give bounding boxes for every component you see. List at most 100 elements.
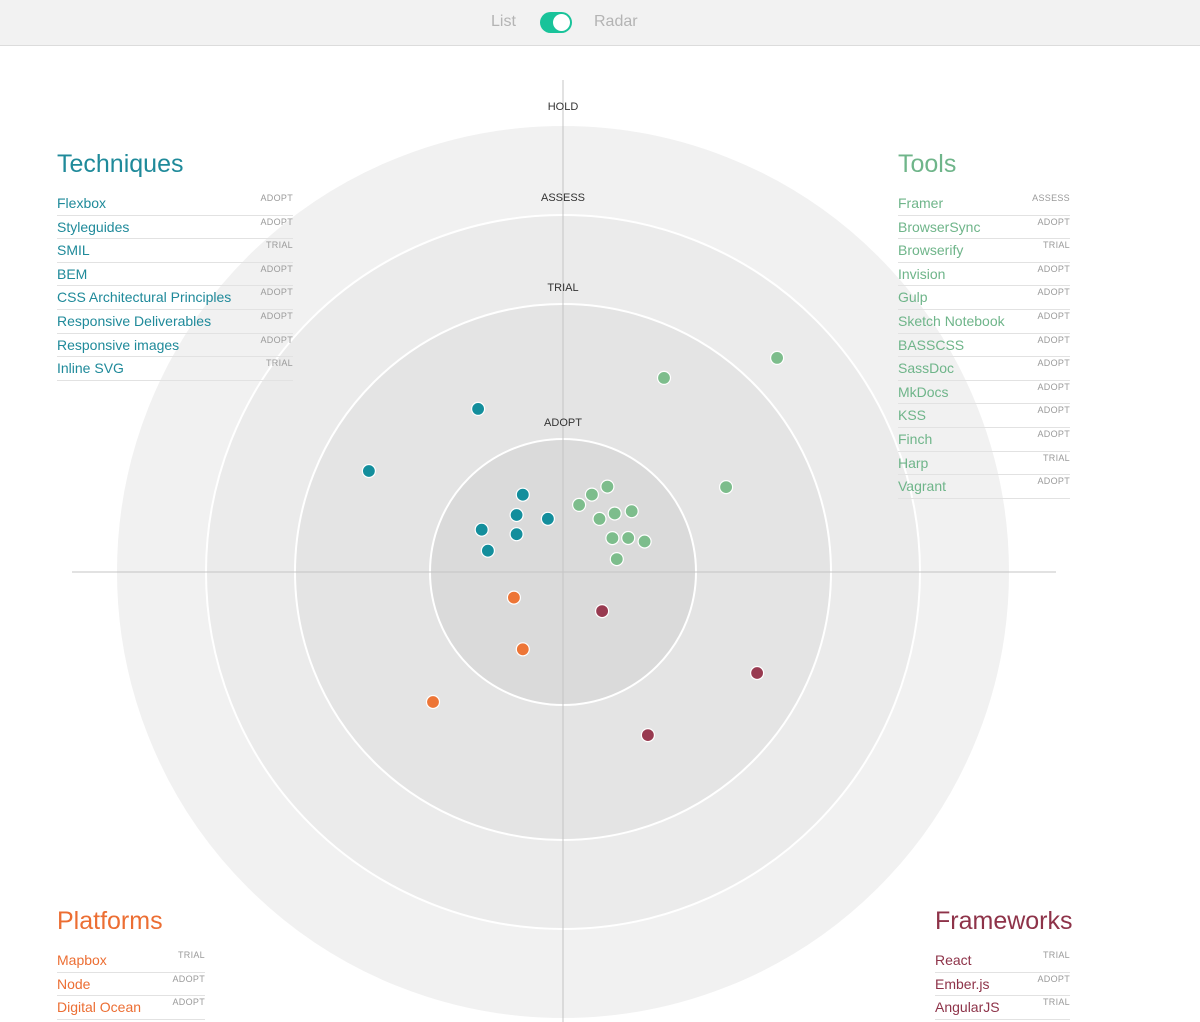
techniques-blip[interactable]	[361, 463, 376, 479]
item-name: Framer	[898, 195, 944, 211]
tools-item[interactable]: Invision ADOPT	[898, 263, 1070, 287]
platforms-item[interactable]: Digital Ocean ADOPT	[57, 996, 205, 1020]
radar-view-label[interactable]: Radar	[594, 13, 638, 30]
frameworks-items: React TRIAL Ember.js ADOPT AngularJS TRIAL	[935, 949, 1070, 1020]
platforms-blip[interactable]	[515, 642, 530, 657]
techniques-quadrant-list: Techniques Flexbox ADOPT Styleguides ADOPT S…	[57, 150, 293, 381]
tools-blip[interactable]	[571, 497, 587, 512]
techniques-item[interactable]: CSS Architectural Principles ADOPT	[57, 286, 293, 310]
tools-blip[interactable]	[605, 531, 620, 546]
item-status: TRIAL	[1042, 240, 1070, 251]
tools-item[interactable]: Browserify TRIAL	[898, 239, 1070, 263]
frameworks-blip[interactable]	[594, 603, 610, 619]
item-status: ADOPT	[172, 973, 205, 984]
platforms-item[interactable]: Mapbox TRIAL	[57, 949, 205, 973]
tools-item[interactable]: Gulp ADOPT	[898, 286, 1070, 310]
tools-blip[interactable]	[600, 479, 615, 494]
tools-blip[interactable]	[607, 506, 622, 521]
tools-blip[interactable]	[656, 370, 672, 385]
item-status: ADOPT	[260, 334, 293, 345]
item-status: TRIAL	[177, 950, 205, 960]
item-status: TRIAL	[1042, 950, 1070, 960]
tools-blip[interactable]	[609, 551, 624, 567]
item-name: SassDoc	[898, 360, 955, 377]
tools-blip[interactable]	[637, 534, 652, 549]
frameworks-blip[interactable]	[640, 727, 656, 743]
platforms-blip[interactable]	[425, 694, 441, 710]
item-name: Harp	[898, 454, 929, 471]
list-view-label[interactable]: List	[491, 13, 516, 30]
item-status: ADOPT	[172, 997, 205, 1008]
techniques-blip[interactable]	[509, 507, 524, 523]
item-status: ADOPT	[1037, 381, 1070, 392]
techniques-item[interactable]: Inline SVG TRIAL	[57, 357, 293, 381]
toggle-knob	[553, 14, 570, 31]
item-status: ADOPT	[1037, 263, 1070, 274]
techniques-blip[interactable]	[540, 511, 556, 526]
techniques-title: Techniques	[57, 150, 184, 178]
frameworks-quadrant-list: Frameworks React TRIAL Ember.js ADOPT Angula…	[935, 907, 1073, 1020]
tools-item[interactable]: Harp TRIAL	[898, 452, 1070, 476]
item-status: ADOPT	[1037, 428, 1070, 439]
tools-blip[interactable]	[624, 504, 639, 519]
platforms-item[interactable]: Node ADOPT	[57, 973, 205, 997]
item-name: Responsive images	[57, 336, 180, 353]
item-name: BASSCSS	[898, 336, 965, 353]
item-status: TRIAL	[265, 358, 293, 369]
techniques-item[interactable]: Responsive Deliverables ADOPT	[57, 310, 293, 334]
tools-item[interactable]: SassDoc ADOPT	[898, 357, 1070, 381]
tools-item[interactable]: Framer ASSESS	[898, 192, 1070, 216]
item-status: ADOPT	[260, 216, 293, 227]
tools-blip[interactable]	[584, 487, 600, 502]
item-status: ADOPT	[260, 310, 293, 321]
ring-labels: ADOPT TRIAL ASSESS HOLD	[541, 101, 585, 429]
view-toggle-switch[interactable]	[540, 12, 572, 33]
tools-blip[interactable]	[621, 530, 636, 546]
techniques-blip[interactable]	[515, 487, 530, 502]
tools-blip[interactable]	[718, 480, 734, 495]
techniques-blip[interactable]	[471, 401, 486, 416]
item-status: ADOPT	[1037, 358, 1070, 369]
item-name: React	[935, 952, 972, 968]
tools-item[interactable]: Finch ADOPT	[898, 428, 1070, 452]
tools-item[interactable]: BASSCSS ADOPT	[898, 334, 1070, 358]
tools-item[interactable]: Vagrant ADOPT	[898, 475, 1070, 499]
technology-radar-chart: ADOPT TRIAL ASSESS HOLD	[72, 80, 1056, 1022]
frameworks-item[interactable]: AngularJS TRIAL	[935, 996, 1070, 1020]
techniques-item[interactable]: Styleguides ADOPT	[57, 216, 293, 240]
item-name: MkDocs	[898, 383, 949, 400]
tools-item[interactable]: BrowserSync ADOPT	[898, 216, 1070, 240]
tools-quadrant-list: Tools Framer ASSESS BrowserSync ADOPT Browse…	[898, 150, 1070, 499]
techniques-blip[interactable]	[474, 522, 489, 537]
techniques-blip[interactable]	[509, 527, 524, 542]
ring-label-hold: HOLD	[548, 101, 579, 113]
tools-title: Tools	[898, 150, 957, 178]
techniques-item[interactable]: Flexbox ADOPT	[57, 192, 293, 216]
item-status: ASSESS	[1032, 193, 1070, 203]
techniques-items: Flexbox ADOPT Styleguides ADOPT SMIL TRIAL BEM…	[57, 192, 293, 381]
tools-blip[interactable]	[592, 511, 607, 526]
item-status: ADOPT	[260, 263, 293, 274]
tools-item[interactable]: MkDocs ADOPT	[898, 381, 1070, 405]
tools-items: Framer ASSESS BrowserSync ADOPT Browserify TR…	[898, 192, 1070, 499]
item-status: ADOPT	[1037, 216, 1070, 227]
techniques-item[interactable]: BEM ADOPT	[57, 263, 293, 287]
platforms-blip[interactable]	[506, 590, 522, 605]
item-name: Vagrant	[898, 478, 946, 495]
techniques-blip[interactable]	[480, 543, 495, 558]
item-status: ADOPT	[1037, 310, 1070, 321]
item-name: Inline SVG	[57, 360, 124, 377]
frameworks-item[interactable]: Ember.js ADOPT	[935, 973, 1070, 997]
item-name: Responsive Deliverables	[57, 312, 212, 329]
item-status: ADOPT	[1037, 973, 1070, 984]
tools-item[interactable]: KSS ADOPT	[898, 404, 1070, 428]
techniques-item[interactable]: Responsive images ADOPT	[57, 334, 293, 358]
tools-item[interactable]: Sketch Notebook ADOPT	[898, 310, 1070, 334]
techniques-item[interactable]: SMIL TRIAL	[57, 239, 293, 263]
frameworks-item[interactable]: React TRIAL	[935, 949, 1070, 973]
item-name: Browserify	[898, 242, 964, 259]
frameworks-blip[interactable]	[749, 665, 765, 681]
item-name: Mapbox	[57, 952, 107, 968]
radar-blips	[361, 350, 785, 743]
tools-blip[interactable]	[769, 350, 785, 365]
